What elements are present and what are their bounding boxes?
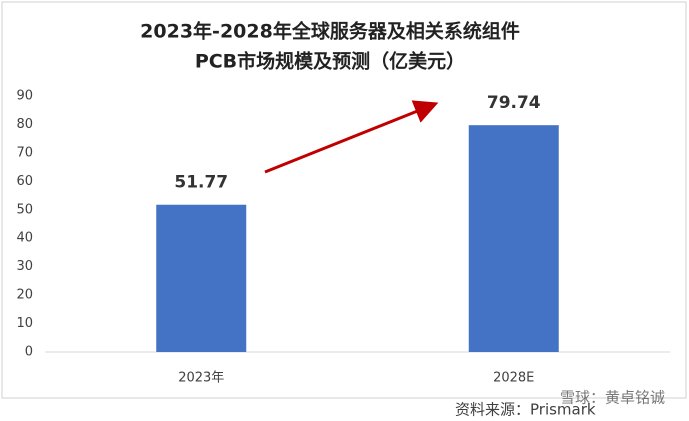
data-label: 51.77: [174, 173, 228, 193]
source-note: 资料来源：Prismark: [455, 401, 596, 419]
y-tick-label: 70: [16, 145, 33, 160]
data-label: 79.74: [487, 93, 541, 113]
chart-title: 2023年-2028年全球服务器及相关系统组件: [140, 20, 520, 43]
y-tick-label: 20: [16, 288, 33, 303]
x-tick-label: 2028E: [493, 371, 534, 386]
watermark: 雪球：黄卓铭诚: [560, 389, 665, 407]
bar: [156, 204, 247, 352]
y-tick-label: 90: [16, 89, 33, 104]
y-tick-label: 40: [16, 231, 33, 246]
y-tick-label: 10: [16, 316, 33, 331]
y-tick-label: 60: [16, 174, 33, 189]
y-tick-label: 0: [25, 345, 33, 360]
y-tick-label: 50: [16, 202, 33, 217]
chart-frame: [1, 1, 687, 399]
bar: [468, 125, 559, 353]
y-tick-label: 80: [16, 117, 33, 132]
x-tick-label: 2023年: [178, 371, 224, 386]
y-tick-label: 30: [16, 259, 33, 274]
chart-title: PCB市场规模及预测（亿美元）: [195, 50, 465, 73]
trend-arrow: [264, 100, 439, 174]
